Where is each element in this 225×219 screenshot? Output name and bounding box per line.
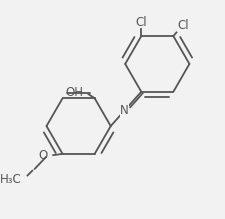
Text: O: O xyxy=(39,149,48,162)
Text: N: N xyxy=(120,104,129,117)
Text: Cl: Cl xyxy=(135,16,147,29)
Text: OH: OH xyxy=(65,86,83,99)
Text: H₃C: H₃C xyxy=(0,173,21,186)
Text: Cl: Cl xyxy=(178,19,189,32)
